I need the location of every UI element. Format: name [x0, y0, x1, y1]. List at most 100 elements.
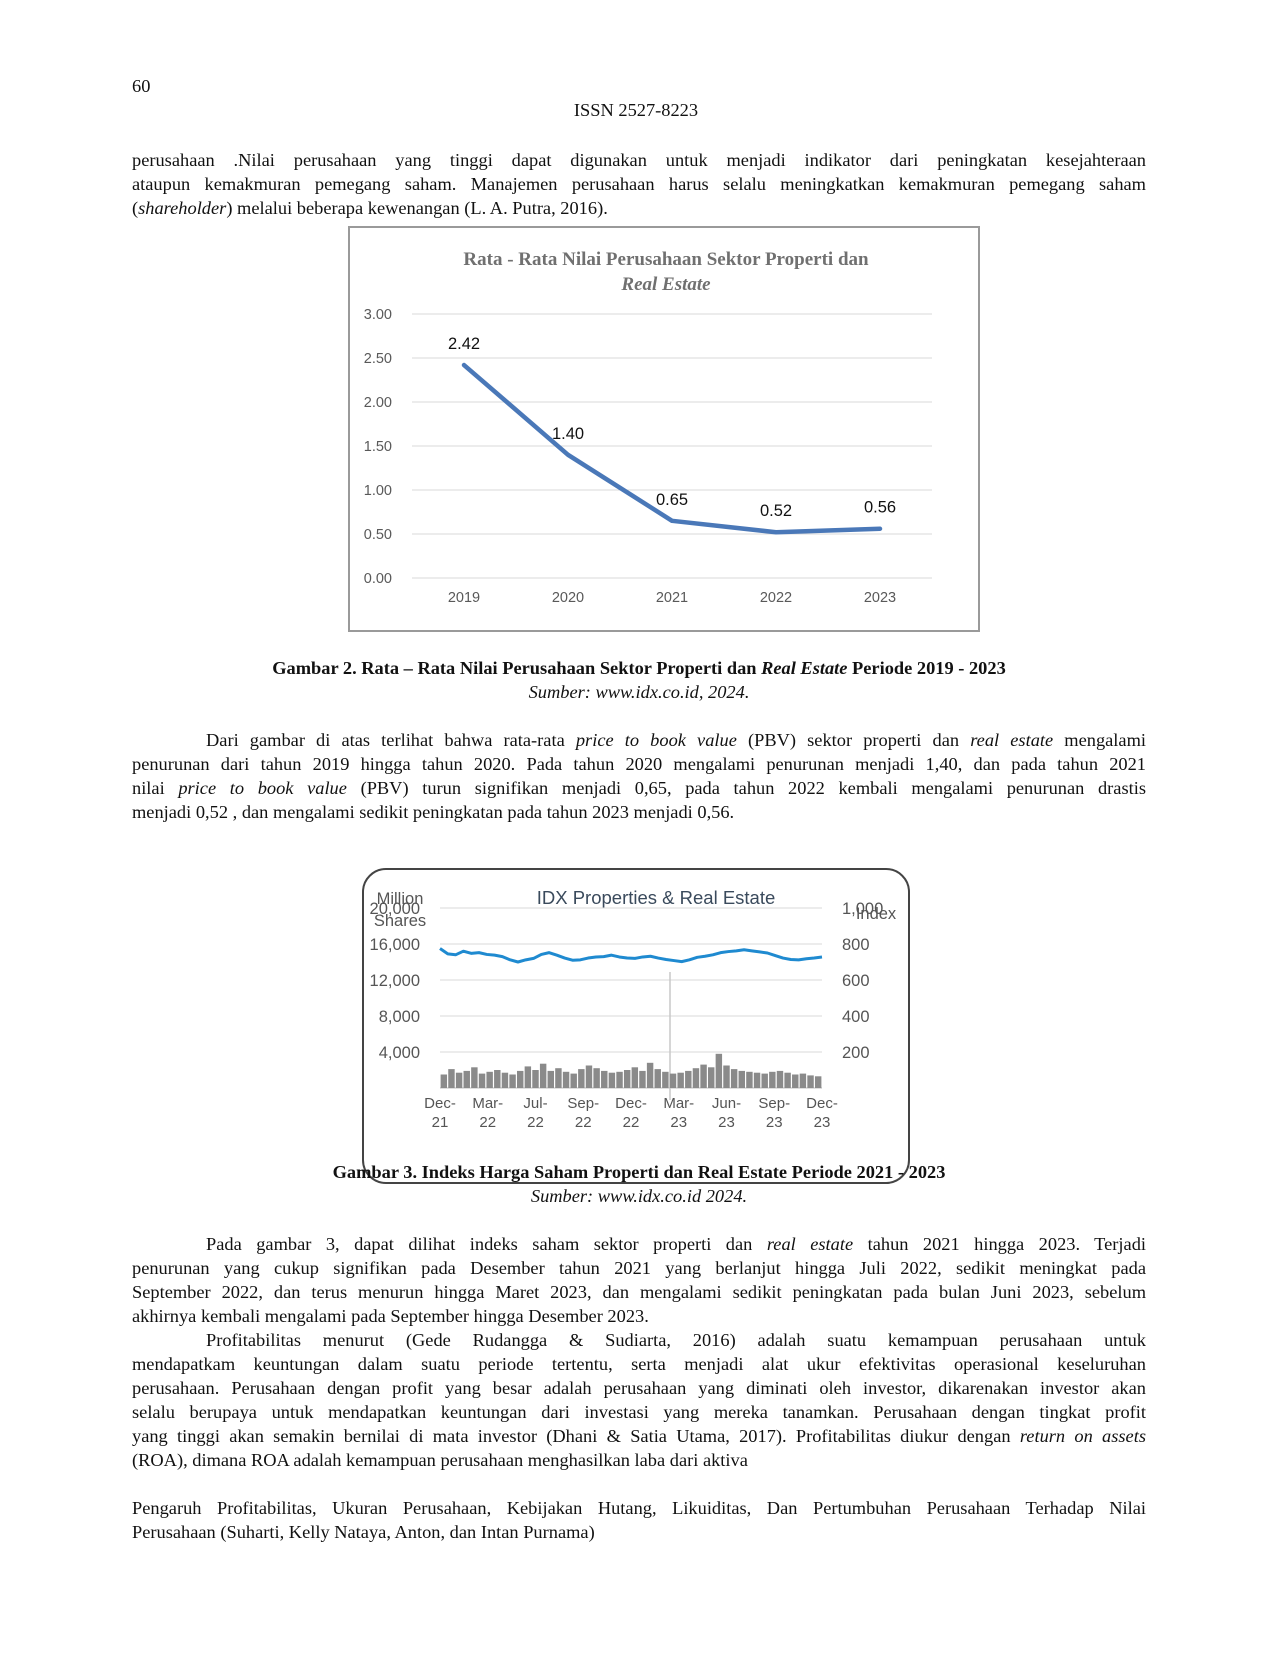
data-label: 0.52: [760, 502, 792, 520]
x-tick-label: 23: [814, 1114, 831, 1131]
volume-bar: [654, 1069, 661, 1088]
text-line: menjadi 0,52 , dan mengalami sedikit pen…: [132, 802, 735, 822]
volume-bar: [677, 1072, 684, 1088]
idx-dual-axis-chart: IDX Properties & Real Estate Million Sha…: [370, 887, 897, 1131]
text-line: (shareholder) melalui beberapa kewenanga…: [132, 196, 1146, 220]
volume-bar: [471, 1067, 478, 1088]
data-label: 0.65: [656, 491, 688, 509]
caption-text: Gambar 2. Rata – Rata Nilai Perusahaan S…: [272, 658, 1006, 678]
volume-bar: [730, 1069, 738, 1088]
text-fragment: (PBV) turun signifikan menjadi 0,65, pad…: [346, 778, 1146, 798]
x-tick-label: Sep-: [567, 1095, 599, 1112]
volume-bar: [723, 1065, 730, 1088]
left-tick-label: 12,000: [370, 972, 420, 990]
x-tick-label: Jul-: [523, 1095, 547, 1112]
left-axis-label-shares: Shares: [374, 912, 426, 930]
left-tick-label: 16,000: [370, 936, 420, 954]
right-tick-label: 1,000: [842, 900, 883, 918]
volume-bar: [517, 1070, 524, 1088]
chart-title: IDX Properties & Real Estate: [537, 887, 776, 908]
volume-bar: [646, 1062, 654, 1088]
text-line: Dari gambar di atas terlihat bahwa rata-…: [132, 728, 1146, 752]
figure-3-chart: IDX Properties & Real Estate Million Sha…: [362, 868, 910, 1184]
volume-bar: [547, 1070, 554, 1088]
volume-bar: [455, 1072, 463, 1088]
volume-bar: [631, 1067, 639, 1088]
right-tick-label: 400: [842, 1008, 870, 1026]
text-line: Pada gambar 3, dapat dilihat indeks saha…: [132, 1232, 1146, 1256]
volume-bar: [715, 1053, 723, 1088]
volume-bar: [593, 1068, 600, 1088]
volume-bar: [639, 1070, 646, 1088]
x-tick-label: 22: [479, 1114, 496, 1131]
x-tick-label: 23: [718, 1114, 735, 1131]
left-tick-label: 20,000: [370, 900, 420, 918]
volume-bar: [532, 1070, 539, 1088]
chart-title-line1: Rata - Rata Nilai Perusahaan Sektor Prop…: [463, 249, 869, 270]
volume-bar: [585, 1065, 593, 1088]
volume-bar: [669, 1073, 677, 1088]
y-tick-label: 1.00: [364, 483, 392, 499]
text-line: September 2022, dan terus menurun hingga…: [132, 1282, 1146, 1302]
volume-bar: [562, 1071, 570, 1088]
volume-bar: [509, 1074, 516, 1088]
volume-bar: [685, 1070, 692, 1088]
pbv-line-chart: Rata - Rata Nilai Perusahaan Sektor Prop…: [364, 249, 932, 606]
text-fragment: (PBV) sektor properti dan: [736, 730, 971, 750]
italic-term: price to book value: [575, 730, 737, 750]
volume-bar: [501, 1072, 509, 1088]
right-tick-label: 600: [842, 972, 870, 990]
x-tick-label: Mar-: [472, 1095, 503, 1112]
volume-bar: [746, 1071, 753, 1088]
text-line: mendapatkam keuntungan dalam suatu perio…: [132, 1354, 1146, 1374]
volume-bar: [708, 1067, 715, 1088]
volume-bar: [799, 1073, 807, 1088]
x-tick-label: 2019: [448, 590, 480, 606]
x-tick-label: 22: [527, 1114, 544, 1131]
x-tick-label: Sep-: [758, 1095, 790, 1112]
text-line: akhirnya kembali mengalami pada Septembe…: [132, 1306, 649, 1326]
caption-part: Gambar 2. Rata – Rata Nilai Perusahaan S…: [272, 658, 762, 678]
text-fragment: Pada gambar 3, dapat dilihat indeks saha…: [206, 1234, 767, 1254]
x-tick-label: Dec-: [424, 1095, 456, 1112]
volume-bar: [807, 1075, 814, 1088]
volume-bar: [539, 1063, 547, 1088]
caption-text: Gambar 3. Indeks Harga Saham Properti da…: [332, 1162, 946, 1182]
caption-italic-part: Real Estate: [761, 658, 848, 678]
chart-title-line2: Real Estate: [620, 274, 711, 295]
right-tick-label: 800: [842, 936, 870, 954]
italic-term: return on assets: [1019, 1426, 1146, 1446]
intro-paragraph: perusahaan .Nilai perusahaan yang tinggi…: [132, 148, 1146, 220]
page-number: 60: [132, 76, 151, 96]
caption-part: Periode 2019 - 2023: [847, 658, 1006, 678]
volume-bar: [463, 1070, 470, 1088]
x-tick-label: 22: [623, 1114, 640, 1131]
volume-bar: [570, 1073, 577, 1088]
footer-line: Pengaruh Profitabilitas, Ukuran Perusaha…: [132, 1498, 1146, 1518]
right-axis-label-index: Index: [856, 905, 897, 923]
volume-bar: [524, 1066, 532, 1088]
text-line: Profitabilitas menurut (Gede Rudangga & …: [206, 1330, 1146, 1350]
volume-bar: [784, 1072, 791, 1088]
x-tick-label: 2021: [656, 590, 688, 606]
figure-3-caption: Gambar 3. Indeks Harga Saham Properti da…: [132, 1160, 1146, 1184]
volume-bar: [814, 1076, 822, 1088]
x-tick-label: 2022: [760, 590, 792, 606]
data-label: 2.42: [448, 335, 480, 353]
footer-line: Perusahaan (Suharti, Kelly Nataya, Anton…: [132, 1522, 595, 1542]
volume-bar: [494, 1070, 501, 1088]
text-line: yang tinggi akan semakin bernilai di mat…: [132, 1424, 1146, 1448]
volume-bar: [623, 1070, 631, 1088]
text-line: ataupun kemakmuran pemegang saham. Manaj…: [132, 174, 1146, 194]
y-tick-label: 2.50: [364, 351, 392, 367]
y-tick-label: 0.00: [364, 571, 392, 587]
volume-bar: [738, 1070, 745, 1088]
figure-3-source: Sumber: www.idx.co.id 2024.: [530, 1186, 748, 1206]
y-tick-label: 0.50: [364, 527, 392, 543]
text-fragment: (: [132, 198, 139, 218]
italic-term: real estate: [970, 730, 1054, 750]
text-line: penurunan dari tahun 2019 hingga tahun 2…: [132, 754, 1146, 774]
volume-bar: [440, 1074, 448, 1088]
text-line: (ROA), dimana ROA adalah kemampuan perus…: [132, 1450, 748, 1470]
text-line: selalu berupaya untuk mendapatkan keuntu…: [132, 1402, 1146, 1422]
